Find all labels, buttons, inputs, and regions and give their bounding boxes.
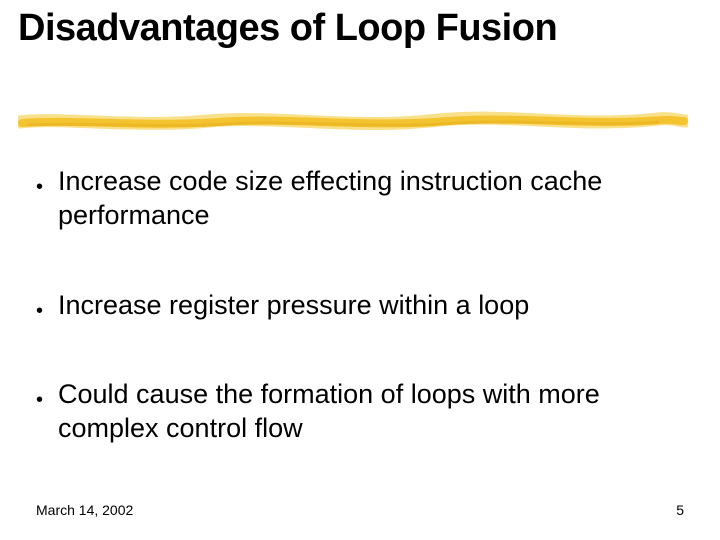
- bullet-text: Could cause the formation of loops with …: [58, 378, 676, 446]
- list-item: • Could cause the formation of loops wit…: [36, 378, 676, 446]
- list-item: • Increase code size effecting instructi…: [36, 165, 676, 233]
- slide: Disadvantages of Loop Fusion • Increase …: [0, 0, 720, 540]
- bullet-icon: •: [36, 390, 44, 410]
- bullet-text: Increase register pressure within a loop: [58, 289, 529, 323]
- slide-title: Disadvantages of Loop Fusion: [0, 0, 720, 50]
- footer-date: March 14, 2002: [36, 502, 133, 518]
- bullet-list: • Increase code size effecting instructi…: [36, 165, 676, 446]
- title-underline: [18, 108, 688, 138]
- bullet-text: Increase code size effecting instruction…: [58, 165, 676, 233]
- list-item: • Increase register pressure within a lo…: [36, 289, 676, 323]
- footer-page-number: 5: [676, 502, 684, 518]
- bullet-icon: •: [36, 177, 44, 197]
- bullet-icon: •: [36, 301, 44, 321]
- brush-underline-icon: [18, 108, 688, 138]
